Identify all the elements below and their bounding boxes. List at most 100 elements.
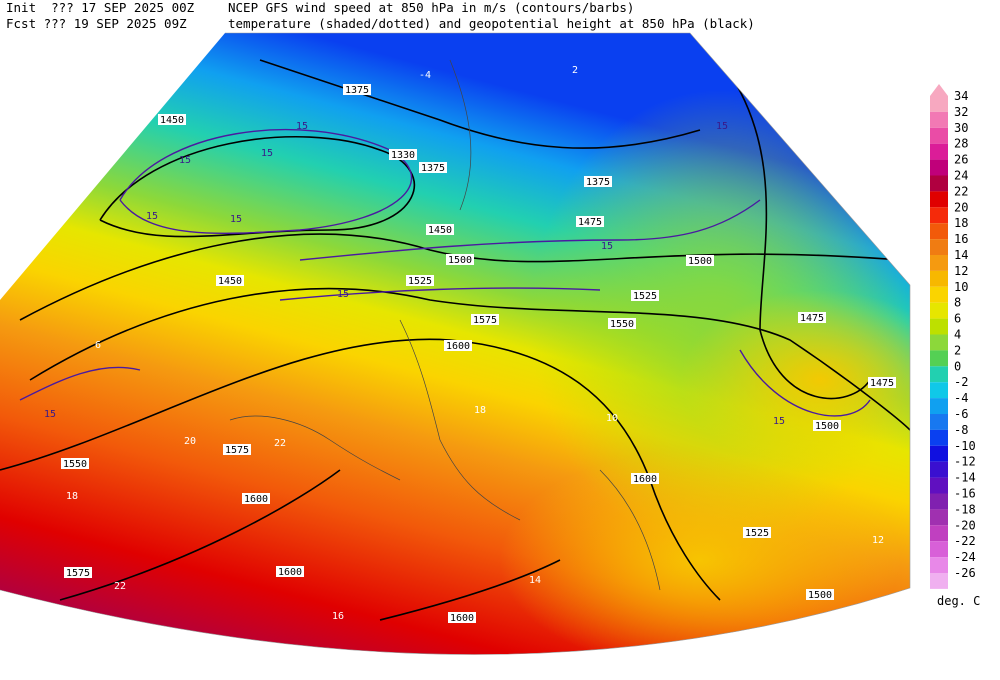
height-label-box [813,420,841,431]
colorbar-label: 14 [954,248,968,262]
colorbar-swatch [930,429,948,446]
wind-label: 15 [716,121,728,132]
height-label-box [223,444,251,455]
colorbar-swatch [930,223,948,240]
colorbar-swatch [930,286,948,303]
colorbar-swatch [930,382,948,399]
height-label: 1600 [450,613,474,624]
wind-label: 15 [146,211,158,222]
height-label-box [389,149,417,160]
temperature-label: 2 [572,65,578,76]
colorbar-swatch [930,96,948,112]
colorbar-label: 20 [954,200,968,214]
height-label: 1500 [688,256,712,267]
colorbar-swatch [930,207,948,224]
height-label-box [806,589,834,600]
colorbar-label: 4 [954,328,961,342]
temperature-label: 12 [872,535,884,546]
map-labels: 1375 1450 1330 1375 1375 1450 1475 1500 1525 1500… [44,65,896,624]
colorbar-label: -26 [954,566,976,580]
height-label: 1600 [446,341,470,352]
temperature-label: 22 [274,438,286,449]
colorbar-label: -2 [954,375,968,389]
temperature-shading [500,450,900,655]
colorbar-label: 16 [954,232,968,246]
colorbar-swatch [930,525,948,542]
colorbar-label: -6 [954,407,968,421]
coastlines [229,59,661,591]
height-label-box [798,312,826,323]
wind-label: 15 [44,409,56,420]
colorbar-swatch [930,350,948,367]
height-label-box [444,340,472,351]
colorbar-label: 22 [954,184,968,198]
height-label: 1375 [586,177,610,188]
height-label-box [446,254,474,265]
colorbar-swatch [930,541,948,558]
colorbar-unit: deg. C [937,594,980,608]
colorbar-label: 30 [954,121,968,135]
wind-label: 15 [230,214,242,225]
colorbar-label: -20 [954,518,976,532]
height-label-box [576,216,604,227]
colorbar-swatch [930,143,948,160]
wind-label: 15 [601,241,613,252]
colorbar-swatch [930,239,948,255]
colorbar: 3432302826242220181614121086420-2-4-6-8-… [930,84,976,589]
colorbar-swatch [930,509,948,526]
wind-contours [19,128,871,417]
colorbar-label: -10 [954,439,976,453]
wind-label: 15 [296,121,308,132]
height-label-box [686,255,714,266]
height-label-box [608,318,636,329]
height-label-box [343,84,371,95]
colorbar-label: 34 [954,89,968,103]
height-label-box [584,176,612,187]
height-label: 1375 [421,163,445,174]
colorbar-swatch [930,334,948,351]
colorbar-swatch [930,191,948,208]
colorbar-label: 12 [954,264,968,278]
height-label: 1450 [428,225,452,236]
colorbar-swatch [930,445,948,462]
height-contours [0,59,910,621]
height-label-box [61,458,89,469]
height-label-box [216,275,244,286]
height-label: 1575 [225,445,249,456]
height-label: 1330 [391,150,415,161]
colorbar-label: -14 [954,471,976,485]
height-label: 1525 [745,528,769,539]
height-label: 1475 [578,217,602,228]
height-label-box [631,473,659,484]
map-area [0,33,910,655]
temperature-label: -4 [419,70,431,81]
height-label: 1575 [473,315,497,326]
height-label: 1525 [633,291,657,302]
wind-label: 15 [261,148,273,159]
colorbar-label: -24 [954,550,976,564]
height-label: 1450 [218,276,242,287]
temperature-label: 16 [332,611,344,622]
height-label-box [471,314,499,325]
temperature-label: 14 [529,575,541,586]
colorbar-swatch [930,270,948,287]
temperature-label: 10 [606,413,618,424]
colorbar-label: 6 [954,312,961,326]
colorbar-swatch [930,461,948,478]
colorbar-label: -8 [954,423,968,437]
colorbar-swatch [930,366,948,383]
height-label: 1450 [160,115,184,126]
colorbar-label: 24 [954,169,968,183]
colorbar-swatch [930,318,948,335]
title-line: NCEP GFS wind speed at 850 hPa in m/s (c… [228,0,634,15]
colorbar-label: -12 [954,455,976,469]
height-label: 1375 [345,85,369,96]
title-line: temperature (shaded/dotted) and geopoten… [228,16,755,31]
height-label-box [426,224,454,235]
wind-label: 15 [773,416,785,427]
colorbar-label: 0 [954,359,961,373]
forecast-time: Fcst ??? 19 SEP 2025 09Z [6,16,187,31]
height-label-box [743,527,771,538]
colorbar-swatch [930,573,948,589]
